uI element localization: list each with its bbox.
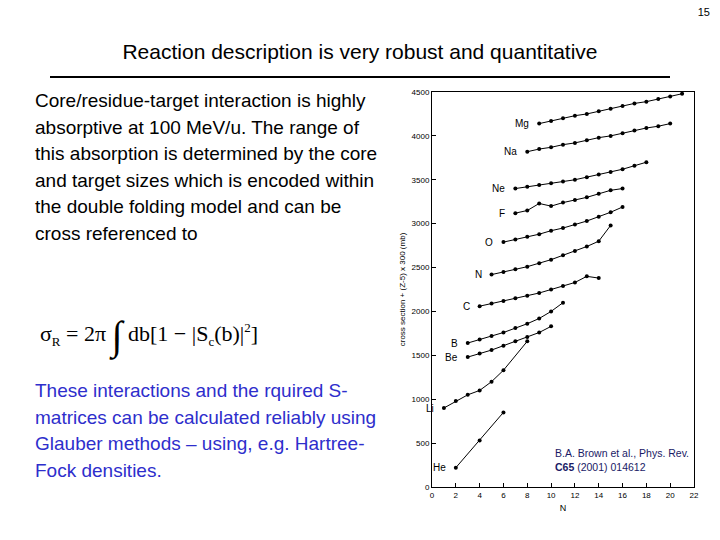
svg-text:0: 0 bbox=[425, 483, 430, 492]
svg-text:4: 4 bbox=[477, 491, 482, 500]
svg-text:22: 22 bbox=[690, 491, 699, 500]
html-text:σR= 2π∫db[1 − |Sc(b)|2]: σR= 2π∫db[1 − |Sc(b)|2] bbox=[40, 313, 259, 358]
svg-text:18: 18 bbox=[642, 491, 651, 500]
svg-text:2500: 2500 bbox=[412, 263, 430, 272]
svg-text:O: O bbox=[485, 237, 493, 248]
svg-text:Na: Na bbox=[504, 146, 517, 157]
svg-text:Be: Be bbox=[445, 352, 458, 363]
svg-text:16: 16 bbox=[618, 491, 627, 500]
svg-text:1000: 1000 bbox=[412, 395, 430, 404]
svg-text:Ne: Ne bbox=[492, 183, 505, 194]
svg-text:500: 500 bbox=[416, 439, 430, 448]
svg-text:20: 20 bbox=[666, 491, 675, 500]
svg-text:Mg: Mg bbox=[515, 118, 529, 129]
svg-text:0: 0 bbox=[430, 491, 435, 500]
svg-text:2: 2 bbox=[454, 491, 459, 500]
svg-text:4500: 4500 bbox=[412, 88, 430, 97]
html-text:Reaction description is very r: Reaction description is very robust and … bbox=[122, 40, 598, 63]
svg-text:14: 14 bbox=[594, 491, 603, 500]
svg-text:C: C bbox=[463, 301, 470, 312]
svg-text:B: B bbox=[451, 338, 458, 349]
svg-text:8: 8 bbox=[525, 491, 530, 500]
html-text:These interactions and the rqu: These interactions and the rquired S-mat… bbox=[35, 380, 377, 481]
svg-text:N: N bbox=[560, 503, 567, 513]
svg-text:He: He bbox=[433, 462, 446, 473]
svg-text:2000: 2000 bbox=[412, 307, 430, 316]
svg-text:1500: 1500 bbox=[412, 351, 430, 360]
svg-text:B.A. Brown et al., Phys. Rev.C: B.A. Brown et al., Phys. Rev.C65 (2001) … bbox=[555, 447, 689, 473]
svg-text:10: 10 bbox=[547, 491, 556, 500]
svg-text:4000: 4000 bbox=[412, 132, 430, 141]
html-text:15: 15 bbox=[697, 6, 710, 18]
svg-text:cross section + (Z-5) x 300 (m: cross section + (Z-5) x 300 (mb) bbox=[398, 232, 407, 346]
html-text:Core/residue-target interactio: Core/residue-target interaction is highl… bbox=[35, 90, 378, 244]
svg-text:12: 12 bbox=[570, 491, 579, 500]
svg-text:N: N bbox=[475, 269, 482, 280]
svg-text:F: F bbox=[499, 208, 505, 219]
svg-text:3500: 3500 bbox=[412, 176, 430, 185]
svg-text:3000: 3000 bbox=[412, 219, 430, 228]
svg-text:6: 6 bbox=[501, 491, 506, 500]
svg-text:Li: Li bbox=[426, 403, 434, 414]
